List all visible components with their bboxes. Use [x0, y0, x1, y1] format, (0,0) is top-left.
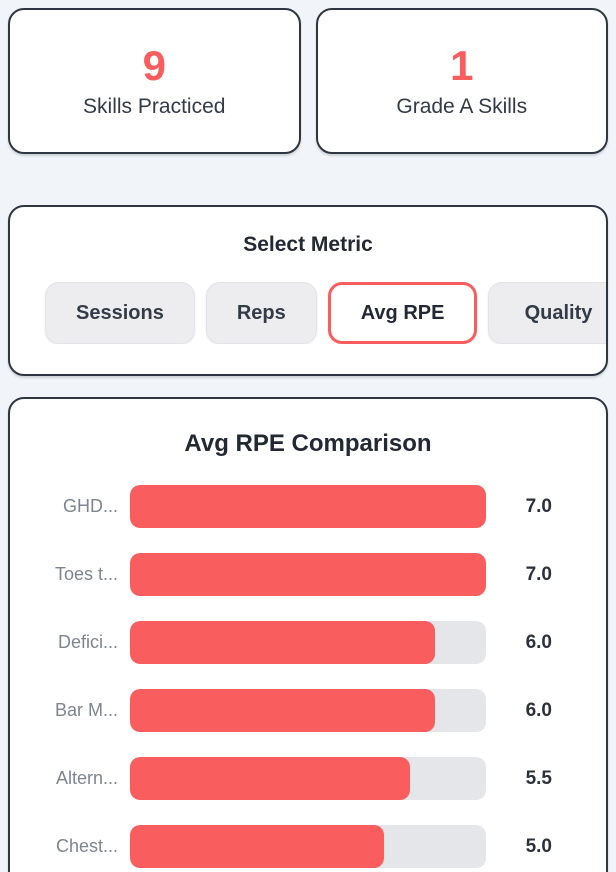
chart-bar-track	[130, 689, 486, 732]
chart-row: Bar M... 6.0	[38, 689, 578, 732]
chart-row: Toes t... 7.0	[38, 553, 578, 596]
grade-a-skills-label: Grade A Skills	[396, 94, 528, 118]
chart-row-value: 7.0	[525, 563, 552, 585]
skills-practiced-value: 9	[142, 42, 166, 90]
chart-row: Altern... 5.5	[38, 757, 578, 800]
chart-row-label: Altern...	[55, 768, 118, 788]
chart-bar-fill	[130, 621, 436, 664]
stats-row: 9 Skills Practiced 1 Grade A Skills	[8, 8, 608, 154]
chart-bar-track	[130, 825, 486, 868]
metric-buttons-row: Sessions Reps Avg RPE Quality	[10, 282, 606, 344]
chart-bar-fill	[130, 757, 410, 800]
skills-practiced-label: Skills Practiced	[83, 94, 226, 118]
stat-card-skills-practiced: 9 Skills Practiced	[8, 8, 301, 154]
chart-row-value: 6.0	[525, 631, 552, 653]
chart-row-label: GHD...	[62, 496, 118, 516]
metric-button-avg-rpe[interactable]: Avg RPE	[327, 282, 478, 344]
chart-title: Avg RPE Comparison	[184, 430, 432, 457]
chart-row-label: Bar M...	[54, 700, 118, 720]
chart-bar-track	[130, 485, 486, 528]
metric-selector-title: Select Metric	[243, 233, 373, 256]
chart-bar-fill	[130, 825, 385, 868]
metric-button-quality[interactable]: Quality	[488, 282, 606, 344]
metric-button-sessions[interactable]: Sessions	[45, 282, 195, 344]
chart-row-value: 5.5	[525, 767, 552, 789]
chart-bar-fill	[130, 485, 486, 528]
grade-a-skills-value: 1	[450, 42, 474, 90]
chart-row-value: 6.0	[525, 699, 552, 721]
chart-bar-fill	[130, 553, 486, 596]
chart-row-value: 7.0	[525, 495, 552, 517]
chart-row: Defici... 6.0	[38, 621, 578, 664]
metric-button-reps[interactable]: Reps	[205, 282, 317, 344]
chart-rows: GHD... 7.0 Toes t... 7.0 Defici... 6.0	[38, 485, 578, 868]
chart-row-label: Toes t...	[54, 564, 118, 584]
chart-row-label: Chest...	[55, 836, 118, 856]
chart-bar-track	[130, 621, 486, 664]
chart-bar-track	[130, 757, 486, 800]
chart-row-label: Defici...	[57, 632, 118, 652]
stat-card-grade-a-skills: 1 Grade A Skills	[315, 8, 608, 154]
chart-bar-track	[130, 553, 486, 596]
metric-selector-card: Select Metric Sessions Reps Avg RPE Qual…	[8, 205, 608, 376]
chart-row: GHD... 7.0	[38, 485, 578, 528]
chart-row-value: 5.0	[525, 835, 552, 857]
avg-rpe-comparison-card: Avg RPE Comparison GHD... 7.0 Toes t... …	[8, 397, 608, 872]
chart-row: Chest... 5.0	[38, 825, 578, 868]
chart-bar-fill	[130, 689, 436, 732]
